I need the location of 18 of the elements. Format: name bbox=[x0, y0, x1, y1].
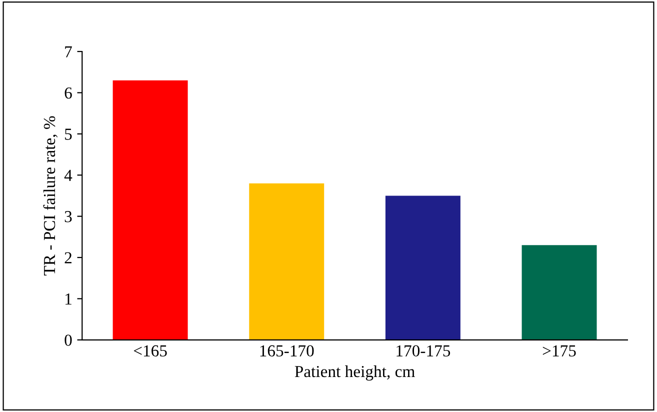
y-tick-label: 1 bbox=[66, 293, 72, 304]
x-tick-label: 170-175 bbox=[396, 345, 450, 356]
bar bbox=[385, 196, 460, 340]
y-tick-label: 0 bbox=[64, 334, 72, 346]
y-tick-label: 7 bbox=[65, 46, 72, 58]
x-tick-label: >175 bbox=[542, 345, 576, 356]
y-axis-title: TR - PCI failure rate, % bbox=[43, 116, 58, 276]
y-tick-label: 2 bbox=[64, 252, 72, 264]
bar bbox=[249, 183, 324, 340]
bar bbox=[522, 245, 597, 340]
x-tick-label: 165-170 bbox=[260, 345, 314, 356]
y-tick-label: 6 bbox=[64, 87, 72, 99]
x-tick-label: <165 bbox=[134, 345, 167, 356]
y-tick-label: 5 bbox=[65, 128, 72, 140]
y-tick-label: 4 bbox=[64, 170, 72, 181]
y-tick-label: 3 bbox=[64, 211, 72, 222]
bar bbox=[112, 80, 188, 340]
x-axis-title: Patient height, cm bbox=[294, 365, 415, 381]
